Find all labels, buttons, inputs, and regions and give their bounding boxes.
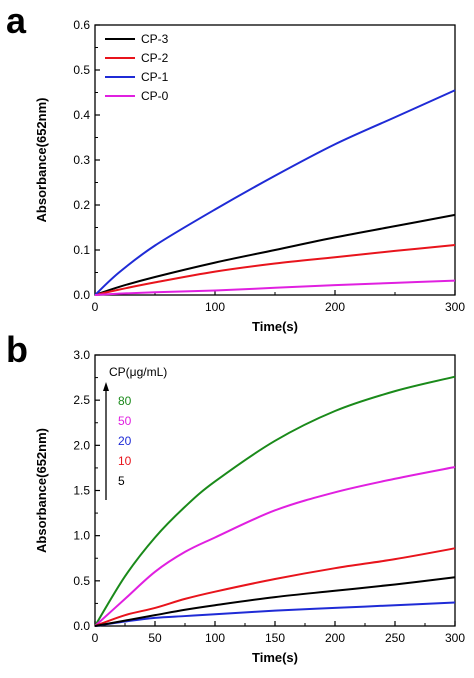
panel-b-y-tick-label: 0.0 <box>73 619 90 633</box>
panel-b-x-axis-title: Time(s) <box>252 650 298 665</box>
panel-b-y-tick-label: 1.5 <box>73 484 90 498</box>
panel-b-x-tick-label: 0 <box>92 631 99 645</box>
panel-b-plot: 0 50 100 150 200 250 300 0.0 0.5 1.0 1.5 2.0 2.5 3.0 T… <box>34 348 465 665</box>
panel-b-y-axis-title: Absorbance(652nm) <box>34 428 49 553</box>
panel-b-y-tick-label: 3.0 <box>73 348 90 362</box>
panel-b-plot-frame <box>94 354 456 627</box>
panel-a-legend-label: CP-3 <box>141 32 169 46</box>
panel-a-series-line-CP-3 <box>94 213 456 296</box>
panel-b-legend-label: 20 <box>118 434 132 448</box>
panel-b-legend-label: 10 <box>118 454 132 468</box>
panel-b-legend-label: 80 <box>118 394 132 408</box>
panel-b-legend-label: 5 <box>118 474 125 488</box>
panel-b-series-line-20 <box>94 601 456 627</box>
panel-a-plot-frame <box>94 24 456 296</box>
panel-a-y-tick-label: 0.4 <box>73 108 90 122</box>
panel-b-y-tick-label: 0.5 <box>73 574 90 588</box>
panel-a-plot: 0 100 200 300 0.0 0.1 0.2 0.3 0.4 0.5 0.6 Time(s) Ab… <box>34 18 465 334</box>
panel-a-series-line-CP-1 <box>94 89 456 296</box>
panel-b-x-tick-label: 250 <box>385 631 405 645</box>
panel-a-y-tick-label: 0.2 <box>73 198 90 212</box>
panel-b-legend-arrow-head <box>103 382 109 391</box>
panel-a-y-tick-label: 0.3 <box>73 153 90 167</box>
panel-a: a 0 100 200 300 0.0 0.1 0.2 0.3 0.4 0.5 0.6 Time(s)… <box>6 0 465 334</box>
panel-b-legend-title: CP(μg/mL) <box>109 365 167 379</box>
panel-b-x-tick-label: 200 <box>325 631 345 645</box>
panel-b-y-tick-label: 1.0 <box>73 529 90 543</box>
panel-b: b 0 50 100 150 200 250 300 0.0 0.5 1.0 1.5 2.0 2.5 3.… <box>6 329 465 665</box>
panel-a-x-tick-label: 100 <box>205 300 225 314</box>
panel-b-x-tick-label: 100 <box>205 631 225 645</box>
panel-a-x-tick-label: 300 <box>445 300 465 314</box>
panel-b-legend-label: 50 <box>118 414 132 428</box>
panel-a-y-tick-label: 0.6 <box>73 18 90 32</box>
panel-a-y-axis-title: Absorbance(652nm) <box>34 98 49 223</box>
panel-a-x-axis-title: Time(s) <box>252 319 298 334</box>
panel-a-y-tick-label: 0.5 <box>73 63 90 77</box>
panel-a-legend-label: CP-1 <box>141 70 169 84</box>
panel-b-x-tick-label: 300 <box>445 631 465 645</box>
panel-b-series-line-10 <box>94 547 456 627</box>
panel-b-y-tick-label: 2.5 <box>73 393 90 407</box>
panel-a-y-tick-label: 0.0 <box>73 288 90 302</box>
panel-a-series-line-CP-2 <box>94 244 456 296</box>
panel-b-series-line-80 <box>94 375 456 627</box>
panel-a-x-tick-label: 200 <box>325 300 345 314</box>
panel-b-y-tick-label: 2.0 <box>73 438 90 452</box>
panel-a-y-tick-label: 0.1 <box>73 243 90 257</box>
panel-a-legend-label: CP-0 <box>141 89 169 103</box>
panel-b-series-line-50 <box>94 466 456 627</box>
panel-a-letter: a <box>6 0 27 41</box>
panel-a-series-line-CP-0 <box>94 279 456 296</box>
panel-b-series-line-5 <box>94 576 456 627</box>
panel-a-legend-label: CP-2 <box>141 51 169 65</box>
panel-b-x-tick-label: 50 <box>148 631 162 645</box>
panel-a-x-tick-label: 0 <box>92 300 99 314</box>
panel-b-letter: b <box>6 329 28 370</box>
panel-b-x-tick-label: 150 <box>265 631 285 645</box>
